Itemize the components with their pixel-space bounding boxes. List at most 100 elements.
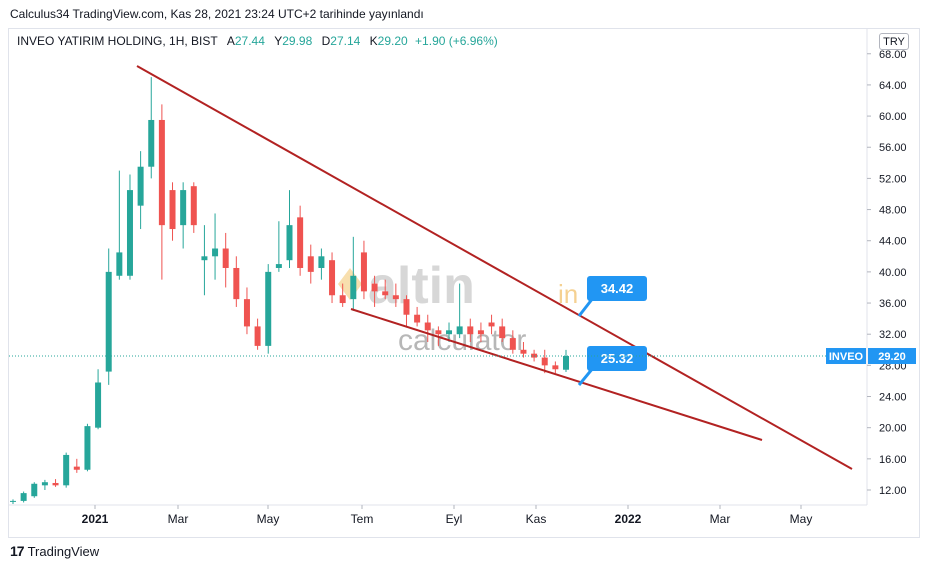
price-callout: 34.42 (577, 276, 647, 317)
candle (158, 104, 165, 280)
candle-body (339, 295, 346, 304)
candle-body (31, 483, 38, 497)
symbol-tag-label: INVEO (829, 351, 864, 363)
candle-body (105, 271, 112, 372)
candle (563, 349, 569, 373)
candle-body (467, 326, 474, 335)
candle (552, 361, 559, 374)
candle (318, 248, 325, 280)
candle (265, 264, 272, 354)
candle-body (297, 217, 304, 268)
x-tick-label: Mar (710, 512, 731, 526)
candle (488, 314, 495, 335)
candle-body (552, 365, 559, 370)
y-axis: 12.0016.0020.0024.0028.0032.0036.0040.00… (867, 49, 907, 497)
candle (382, 279, 389, 300)
y-tick-label: 56.00 (879, 142, 907, 154)
change-value: +1.90 (+6.96%) (415, 34, 498, 48)
candles (10, 77, 569, 505)
candle (446, 322, 453, 342)
candle (286, 190, 293, 268)
x-tick-label: Eyl (446, 512, 463, 526)
low-label: D (321, 34, 331, 48)
candle (212, 213, 219, 280)
y-tick-label: 40.00 (879, 267, 907, 279)
x-tick-label: May (790, 512, 813, 526)
candle-body (254, 326, 261, 346)
candle (360, 240, 367, 300)
callout-label: 25.32 (601, 351, 634, 366)
x-tick-label: Kas (526, 512, 547, 526)
watermark-diamond-icon (338, 268, 362, 300)
footer: 17 TradingView (10, 543, 99, 559)
currency-button[interactable]: TRY (879, 33, 909, 50)
candle-body (10, 500, 16, 502)
candle-body (286, 225, 293, 261)
candle (63, 452, 70, 488)
candle-body (116, 252, 123, 276)
candle-body (318, 256, 325, 268)
candle-body (541, 357, 548, 366)
y-tick-label: 32.00 (879, 329, 907, 341)
candle (275, 221, 282, 272)
candle-body (509, 338, 516, 350)
candle (403, 295, 410, 327)
candle-body (275, 264, 282, 268)
annotations: 34.42 25.32 (577, 276, 647, 386)
y-tick-label: 60.00 (879, 111, 907, 123)
candle-body (158, 119, 165, 226)
low-value: 27.14 (330, 34, 361, 48)
candle (148, 77, 155, 179)
candle-body (446, 330, 453, 335)
candle-body (126, 190, 133, 276)
x-tick-label: May (257, 512, 280, 526)
candle (73, 458, 80, 473)
candle-body (424, 322, 431, 331)
footer-brand[interactable]: TradingView (27, 543, 100, 559)
candle (31, 482, 38, 498)
candle (392, 283, 399, 307)
high-value: 29.98 (282, 34, 313, 48)
candle-body (180, 190, 187, 226)
candle-body (435, 330, 442, 335)
candle (169, 182, 176, 241)
candle (339, 283, 346, 307)
candle (350, 236, 357, 311)
candle-body (190, 186, 197, 226)
open-label: A (226, 34, 235, 48)
candle (424, 314, 431, 342)
published-line: Calculus34 TradingView.com, Kas 28, 2021… (10, 7, 424, 21)
price-callout: 25.32 (577, 346, 647, 386)
candle-body (137, 166, 144, 206)
candle-body (243, 299, 250, 327)
candle-body (212, 248, 219, 257)
candle-body (95, 382, 102, 428)
y-tick-label: 24.00 (879, 392, 907, 404)
candle (509, 330, 516, 354)
close-label: K (369, 34, 378, 48)
candle (84, 423, 91, 472)
candle (254, 318, 261, 350)
trendlines (136, 65, 853, 470)
candle (190, 182, 197, 233)
y-tick-label: 44.00 (879, 236, 907, 248)
x-tick-label: Mar (168, 512, 189, 526)
open-value: 27.44 (234, 34, 265, 48)
candle-body (499, 326, 506, 339)
candle (297, 205, 304, 276)
candle (499, 318, 506, 342)
candle-body (169, 190, 176, 230)
candle (201, 225, 208, 296)
candle (20, 491, 27, 503)
y-tick-label: 16.00 (879, 454, 907, 466)
symbol-title[interactable]: INVEO YATIRIM HOLDING, 1H, BIST (17, 34, 218, 48)
candle-body (41, 482, 48, 486)
candle (95, 369, 102, 430)
candle (41, 479, 48, 490)
candle (105, 248, 112, 385)
candle-body (63, 454, 70, 486)
candle (180, 182, 187, 249)
candle (222, 232, 229, 288)
chart-frame (8, 28, 920, 538)
